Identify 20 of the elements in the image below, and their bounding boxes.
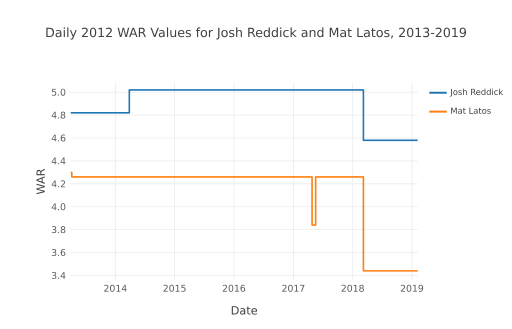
y-tick-label: 3.6 [52, 249, 66, 256]
x-axis-title: Date [232, 306, 258, 315]
y-tick-label: 3.8 [52, 226, 66, 234]
y-tick-label: 4.0 [52, 203, 66, 210]
x-tick-label: 2015 [163, 284, 186, 292]
legend-label: Josh Reddick [450, 88, 504, 97]
x-tick-label: 2016 [222, 284, 246, 292]
y-tick-label: 3.4 [52, 272, 66, 279]
x-tick-label: 2014 [104, 284, 127, 292]
y-tick-label: 4.4 [52, 158, 66, 164]
x-tick-label: 2019 [400, 284, 424, 292]
chart-title: Daily 2012 WAR Values for Josh Reddick and Mat Latos, 2013-2019 [46, 27, 466, 40]
x-tick-label: 2017 [282, 284, 304, 292]
x-tick-label: 2018 [342, 284, 364, 292]
y-tick-label: 4.8 [52, 112, 66, 119]
y-tick-label: 5.0 [52, 88, 66, 96]
y-axis-title: WAR [36, 168, 45, 194]
legend-label: Mat Latos [451, 108, 491, 114]
y-tick-label: 4.2 [52, 180, 66, 188]
y-tick-label: 4.6 [52, 134, 66, 142]
